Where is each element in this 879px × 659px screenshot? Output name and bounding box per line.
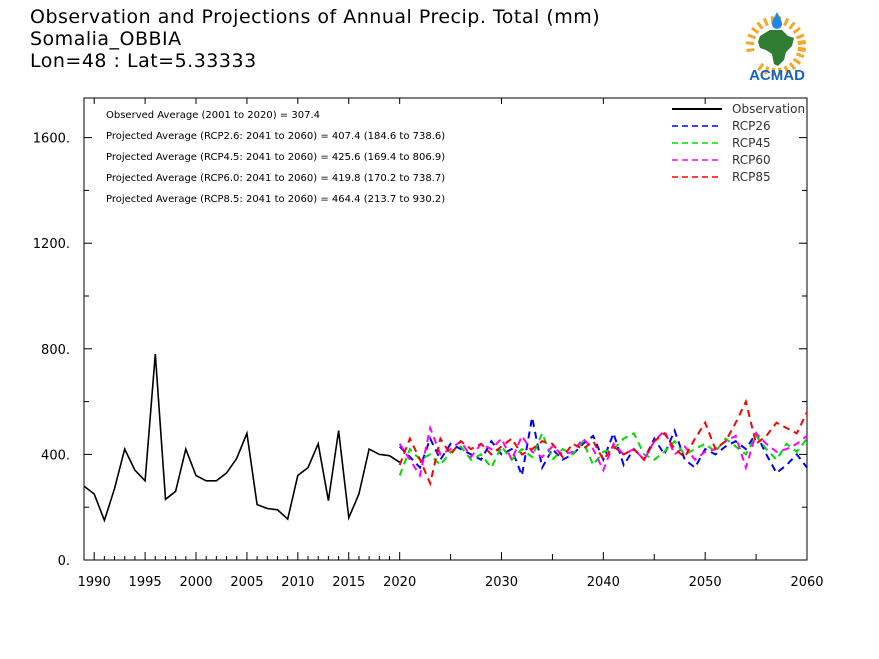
series-line-observation — [83, 354, 401, 523]
legend-label: RCP26 — [732, 119, 771, 133]
acmad-logo: ACMAD — [746, 12, 806, 84]
logo-ray — [792, 26, 801, 35]
x-tick-label: 1990 — [78, 575, 111, 590]
series-layer — [83, 354, 808, 523]
logo-ray — [747, 33, 757, 40]
legend-label: Observation — [732, 102, 805, 116]
logo-ray — [763, 66, 770, 75]
logo-ray — [795, 33, 805, 40]
logo-ray — [746, 47, 755, 53]
y-tick-label: 400. — [41, 448, 70, 463]
logo-africa-icon — [758, 30, 794, 66]
station-coordinates: Lon=48 : Lat=5.33333 — [30, 50, 257, 72]
legend-label: RCP45 — [732, 136, 771, 150]
y-tick-label: 800. — [41, 343, 70, 358]
x-tick-label: 2000 — [179, 575, 212, 590]
logo-ray — [757, 62, 765, 72]
stat-line: Observed Average (2001 to 2020) = 307.4 — [106, 110, 320, 121]
chart-title-block: Observation and Projections of Annual Pr… — [30, 6, 600, 72]
y-tick-label: 0. — [58, 554, 70, 569]
x-tick-label: 2050 — [689, 575, 722, 590]
stat-line: Projected Average (RCP8.5: 2041 to 2060)… — [106, 194, 445, 205]
station-name: Somalia_OBBIA — [30, 28, 182, 50]
x-tick-label: 2015 — [332, 575, 365, 590]
logo-rays — [746, 16, 806, 76]
y-tick-label: 1200. — [33, 237, 70, 252]
x-tick-label: 2020 — [383, 575, 416, 590]
logo-ray — [762, 17, 769, 27]
logo-ray — [777, 67, 783, 76]
x-tick-label: 2010 — [281, 575, 314, 590]
legend: Observation RCP26 RCP45 RCP60 RCP85 — [672, 102, 805, 184]
x-axis: 1990 1995 2000 2005 2010 2015 2020 2030 2040 2050… — [78, 98, 824, 590]
logo-ray — [771, 67, 776, 76]
logo-ray — [792, 57, 802, 65]
logo-ray — [751, 26, 760, 35]
logo-ray — [783, 65, 790, 75]
x-tick-label: 1995 — [129, 575, 162, 590]
y-tick-label: 1600. — [33, 132, 70, 147]
logo-water-drop-icon — [772, 12, 782, 29]
logo-ray — [783, 17, 790, 27]
logo-ray — [746, 41, 755, 46]
logo-ray — [756, 21, 764, 30]
chart-title: Observation and Projections of Annual Pr… — [30, 6, 601, 28]
x-tick-label: 2030 — [485, 575, 518, 590]
logo-ray — [796, 52, 805, 59]
stats-annotations: Observed Average (2001 to 2020) = 307.4 P… — [106, 110, 445, 205]
legend-label: RCP85 — [732, 170, 771, 184]
logo-ray — [797, 39, 806, 45]
stat-line: Projected Average (RCP6.0: 2041 to 2060)… — [106, 173, 445, 184]
logo-ray — [788, 21, 796, 30]
logo-ray — [797, 46, 806, 51]
x-tick-label: 2040 — [587, 575, 620, 590]
logo-ray — [788, 62, 797, 71]
series-line-rcp60 — [398, 424, 808, 479]
x-tick-label: 2005 — [230, 575, 263, 590]
y-axis: 0. 400. 800. 1200. 1600. — [33, 132, 807, 569]
plot-frame — [83, 97, 808, 561]
stat-line: Projected Average (RCP2.6: 2041 to 2060)… — [106, 131, 445, 142]
logo-text: ACMAD — [749, 67, 805, 84]
series-line-rcp26 — [398, 417, 808, 480]
stat-line: Projected Average (RCP4.5: 2041 to 2060)… — [106, 152, 445, 163]
x-tick-label: 2060 — [790, 575, 823, 590]
legend-label: RCP60 — [732, 153, 771, 167]
